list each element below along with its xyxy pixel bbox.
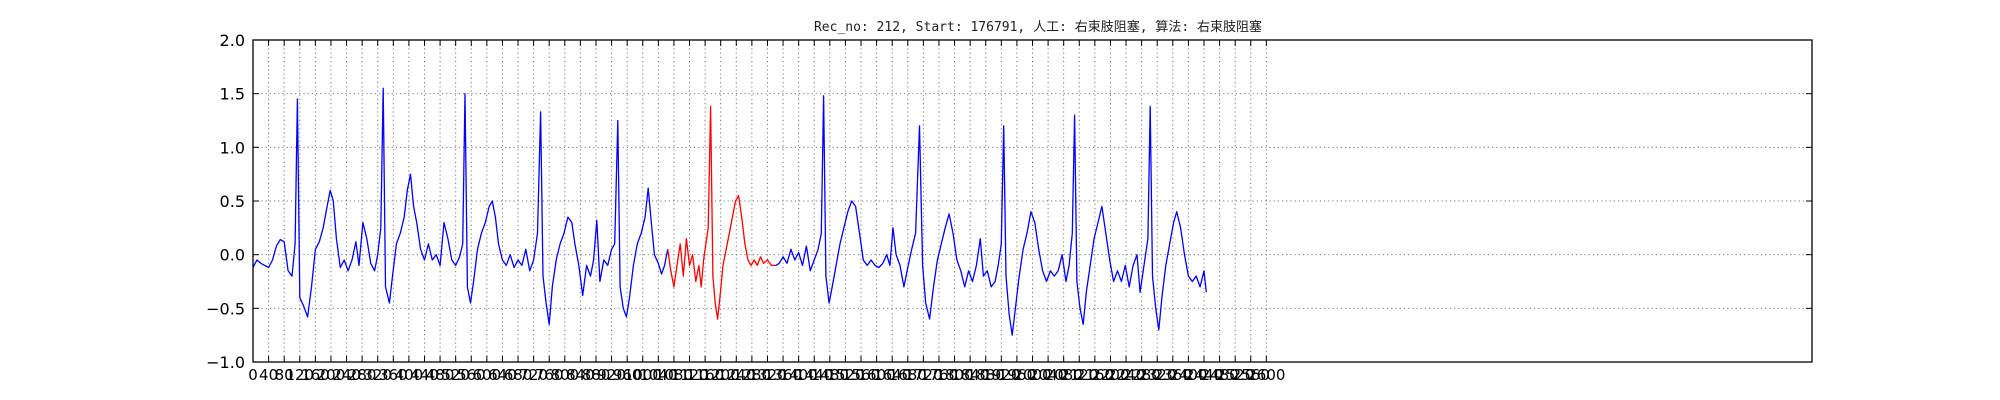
chart-title: Rec_no: 212, Start: 176791, 人工: 右束肢阻塞, 算…: [814, 19, 1262, 35]
x-tick-label: 0: [248, 366, 258, 384]
x-tick-label: 1200: [702, 366, 740, 384]
y-tick-label: 1.0: [220, 138, 245, 157]
x-tick-label: 2320: [1138, 366, 1176, 384]
x-tick-label: 880: [582, 366, 611, 384]
y-tick-label: 1.5: [220, 85, 245, 104]
y-tick-label: −1.0: [206, 353, 245, 372]
x-tick-label: 1960: [998, 366, 1036, 384]
x-tick-label: 1400: [780, 366, 818, 384]
x-tick-label: 600: [473, 366, 502, 384]
x-tick-label: 2080: [1045, 366, 1083, 384]
x-tick-label: 2400: [1169, 366, 1207, 384]
x-tick-label: 480: [426, 366, 455, 384]
x-tick-label: 160: [301, 366, 330, 384]
x-tick-label: 320: [363, 366, 392, 384]
x-tick-label: 720: [519, 366, 548, 384]
x-tick-label: 1120: [670, 366, 708, 384]
x-tick-label: 40: [259, 366, 278, 384]
x-tick-label: 120: [285, 366, 314, 384]
x-tick-label: 680: [504, 366, 533, 384]
x-tick-label: 1520: [826, 366, 864, 384]
x-tick-label: 2600: [1247, 366, 1285, 384]
x-tick-label: 960: [613, 366, 642, 384]
series-0-segment-1: [775, 95, 1207, 336]
x-tick-label: 200: [317, 366, 346, 384]
x-tick-label: 2480: [1200, 366, 1238, 384]
x-tick-label: 1480: [811, 366, 849, 384]
x-tick-label: 2040: [1029, 366, 1067, 384]
x-tick-label: 80: [275, 366, 294, 384]
x-tick-label: 1600: [858, 366, 896, 384]
x-tick-label: 2280: [1123, 366, 1161, 384]
x-tick-label: 1040: [639, 366, 677, 384]
x-tick-label: 280: [348, 366, 377, 384]
x-tick-label: 440: [410, 366, 439, 384]
x-tick-label: 1240: [717, 366, 755, 384]
x-tick-label: 2440: [1185, 366, 1223, 384]
x-tick-label: 1720: [904, 366, 942, 384]
x-tick-label: 1880: [967, 366, 1005, 384]
plot-series: [252, 87, 1207, 336]
x-tick-label: 1680: [889, 366, 927, 384]
y-axis: −1.0 −0.5 0.0 0.5 1.0 1.5 2.0: [206, 31, 1812, 372]
x-axis: 0 408012016020024028032036040044048052056…: [248, 40, 1285, 384]
x-tick-label: 1080: [655, 366, 693, 384]
x-tick-label: 1320: [748, 366, 786, 384]
x-tick-label: 1920: [982, 366, 1020, 384]
y-tick-label: 2.0: [220, 31, 245, 50]
x-tick-label: 840: [566, 366, 595, 384]
x-tick-label: 240: [332, 366, 361, 384]
x-tick-label: 760: [535, 366, 564, 384]
y-tick-label: 0.5: [220, 192, 245, 211]
x-tick-label: 1160: [686, 366, 724, 384]
x-tick-label: 520: [441, 366, 470, 384]
x-tick-label: 1840: [951, 366, 989, 384]
x-tick-label: 2360: [1154, 366, 1192, 384]
series-1-segment-0: [667, 105, 776, 320]
series-0-segment-0: [252, 87, 669, 326]
x-tick-label: 1640: [873, 366, 911, 384]
x-tick-label: 1560: [842, 366, 880, 384]
x-tick-label: 1800: [935, 366, 973, 384]
x-tick-label: 400: [395, 366, 424, 384]
y-tick-label: −0.5: [206, 299, 245, 318]
x-tick-label: 2160: [1076, 366, 1114, 384]
x-tick-label: 800: [550, 366, 579, 384]
x-tick-label: 2520: [1216, 366, 1254, 384]
x-tick-label: 1280: [733, 366, 771, 384]
x-tick-label: 560: [457, 366, 486, 384]
x-tick-label: 1760: [920, 366, 958, 384]
x-tick-label: 1360: [764, 366, 802, 384]
x-tick-label: 640: [488, 366, 517, 384]
x-tick-label: 2200: [1091, 366, 1129, 384]
x-tick-label: 2240: [1107, 366, 1145, 384]
x-tick-label: 920: [597, 366, 626, 384]
x-tick-label: 2120: [1060, 366, 1098, 384]
x-tick-label: 360: [379, 366, 408, 384]
y-tick-label: 0.0: [220, 246, 245, 265]
x-tick-label: 2560: [1232, 366, 1270, 384]
x-tick-label: 1440: [795, 366, 833, 384]
x-tick-label: 1000: [624, 366, 662, 384]
grid: [252, 39, 1812, 363]
x-tick-label: 2000: [1013, 366, 1051, 384]
